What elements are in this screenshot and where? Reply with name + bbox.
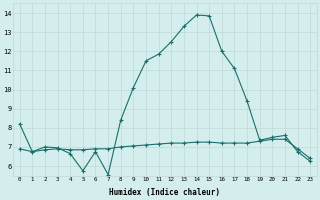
X-axis label: Humidex (Indice chaleur): Humidex (Indice chaleur) bbox=[109, 188, 220, 197]
